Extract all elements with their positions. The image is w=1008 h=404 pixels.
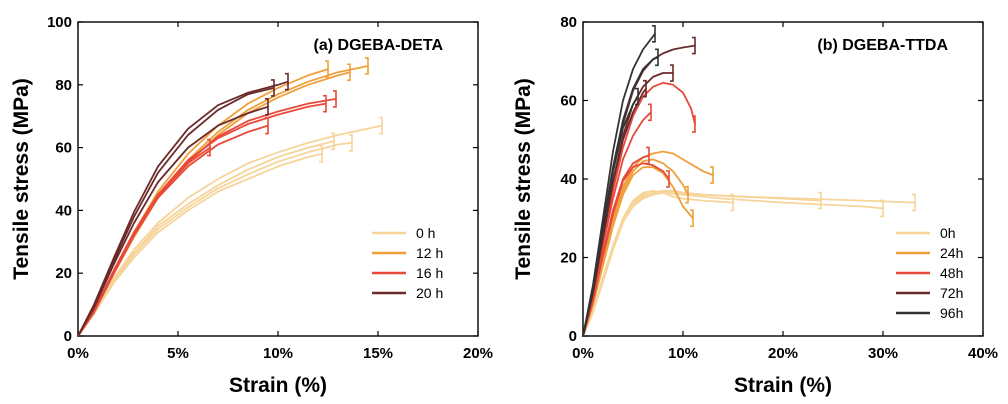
series-line-0-2 [77, 141, 353, 337]
series-group [77, 57, 383, 337]
error-bar [655, 48, 659, 67]
y-tick-label: 100 [47, 14, 72, 31]
x-tick-label: 40% [968, 345, 998, 362]
x-tick-label: 20% [463, 345, 493, 362]
y-tick-label: 60 [55, 140, 72, 157]
y-tick-label: 20 [55, 265, 72, 282]
x-tick-label: 0% [67, 345, 89, 362]
series-line-3-2 [77, 80, 289, 337]
error-bar [710, 166, 714, 184]
error-bar [685, 185, 689, 204]
error-bar [319, 145, 323, 163]
series-line-0-2 [582, 189, 822, 337]
error-bar [692, 36, 696, 55]
y-tick-label: 20 [560, 250, 577, 267]
x-axis-title: Strain (%) [229, 374, 327, 397]
x-tick-label: 5% [167, 345, 189, 362]
legend-label-1: 12 h [416, 245, 443, 261]
y-tick-label: 80 [560, 14, 577, 31]
x-tick-label: 20% [768, 345, 798, 362]
error-bar [648, 103, 652, 122]
legend-label-3: 20 h [416, 285, 443, 301]
error-bar [285, 72, 289, 91]
error-bar [347, 63, 351, 82]
y-tick-label: 60 [560, 93, 577, 110]
error-bar [692, 115, 696, 133]
error-bar [730, 193, 734, 212]
y-tick-label: 40 [560, 171, 577, 188]
series-line-2-1 [582, 162, 670, 337]
error-bar [670, 64, 674, 82]
legend-label-0: 0h [940, 225, 956, 241]
error-bar [652, 24, 656, 43]
x-tick-label: 10% [263, 345, 293, 362]
error-bar [207, 138, 211, 157]
panel-title: (b) DGEBA-TTDA [817, 37, 948, 54]
error-bar [379, 116, 383, 135]
error-bar [349, 134, 353, 152]
series-line-0-0 [77, 152, 323, 337]
legend-label-3: 72h [940, 285, 963, 301]
y-tick-label: 0 [64, 328, 72, 345]
chart-panel-1: 0 20 40 60 80 0% 10% 20% 30% 40% Strain (%) Tensile… [512, 14, 998, 397]
panel-title: (a) DGEBA-DETA [314, 37, 444, 54]
x-tick-label: 15% [363, 345, 393, 362]
x-tick-label: 0% [572, 345, 594, 362]
error-bar [365, 57, 369, 75]
series-line-4-2 [582, 32, 656, 337]
legend-label-2: 16 h [416, 265, 443, 281]
series-line-2-3 [77, 98, 337, 337]
legend-label-1: 24h [940, 245, 963, 261]
series-line-0-1 [77, 140, 335, 337]
error-bar [818, 191, 822, 210]
series-line-0-3 [77, 124, 383, 337]
y-tick-label: 0 [569, 328, 577, 345]
error-bar [333, 90, 337, 108]
error-bar [265, 97, 269, 116]
y-axis-title: Tensile stress (MPa) [10, 78, 33, 280]
error-bar [331, 132, 335, 151]
legend-label-4: 96h [940, 305, 963, 321]
legend-label-0: 0 h [416, 225, 435, 241]
error-bar [912, 193, 916, 212]
y-tick-label: 40 [55, 202, 72, 219]
legend: 0 h 12 h 16 h 20 h [372, 225, 443, 301]
series-line-2-2 [77, 102, 327, 337]
error-bar [643, 79, 647, 98]
series-group [582, 24, 916, 337]
error-bar [271, 79, 275, 97]
x-tick-label: 30% [868, 345, 898, 362]
legend: 0h 24h 48h 72h 96h [896, 225, 963, 321]
error-bar [666, 170, 670, 188]
y-axis-title: Tensile stress (MPa) [512, 78, 535, 280]
series-line-2-1 [77, 124, 269, 337]
x-axis-title: Strain (%) [734, 374, 832, 397]
legend-label-2: 48h [940, 265, 963, 281]
error-bar [323, 94, 327, 113]
y-tick-label: 80 [55, 77, 72, 94]
error-bar [635, 87, 639, 106]
series-line-1-1 [77, 71, 351, 337]
error-bar [690, 209, 694, 228]
x-tick-label: 10% [668, 345, 698, 362]
chart-panel-0: 0 20 40 60 80 100 0% 5% 10% 15% 20% Strain (%) Tensi… [10, 14, 493, 397]
error-bar [325, 60, 329, 78]
series-line-0-3 [582, 189, 916, 337]
series-line-2-3 [582, 81, 696, 337]
